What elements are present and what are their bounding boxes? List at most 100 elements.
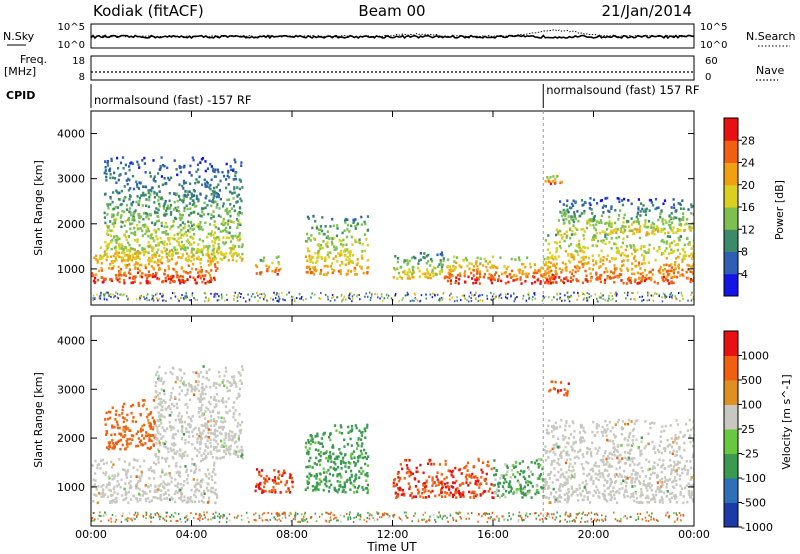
scatter-cell (200, 437, 203, 440)
scatter-cell (358, 470, 361, 473)
scatter-cell (212, 198, 215, 202)
scatter-cell (203, 246, 206, 249)
scatter-cell (674, 261, 677, 264)
scatter-cell (217, 248, 220, 251)
scatter-cell (453, 260, 456, 263)
scatter-cell (217, 399, 220, 403)
near-range-cell (522, 294, 525, 297)
scatter-cell (552, 257, 555, 261)
scatter-cell (259, 483, 262, 486)
near-range-cell (413, 299, 415, 302)
scatter-cell (235, 450, 238, 454)
scatter-cell (364, 222, 367, 226)
scatter-cell (649, 270, 652, 274)
scatter-cell (143, 399, 146, 402)
scatter-cell (181, 213, 185, 217)
scatter-cell (132, 217, 135, 220)
scatter-cell (135, 256, 138, 260)
scatter-cell (107, 242, 110, 246)
scatter-cell (198, 451, 201, 454)
scatter-cell (190, 243, 193, 246)
scatter-cell (456, 256, 459, 259)
scatter-cell (183, 226, 187, 229)
scatter-cell (152, 496, 155, 499)
scatter-cell (563, 221, 566, 224)
scatter-cell (529, 265, 532, 269)
scatter-cell (397, 471, 400, 474)
scatter-cell (610, 222, 613, 225)
scatter-cell (474, 278, 477, 282)
scatter-cell (531, 282, 534, 285)
scatter-cell (405, 259, 408, 263)
scatter-cell (159, 260, 162, 263)
scatter-cell (181, 420, 184, 424)
scatter-cell (173, 444, 176, 447)
scatter-cell (221, 258, 224, 261)
scatter-cell (650, 201, 653, 204)
scatter-cell (200, 258, 203, 261)
scatter-cell (127, 427, 130, 430)
near-range-cell (248, 299, 251, 302)
scatter-cell (648, 209, 651, 212)
scatter-cell (156, 370, 159, 374)
scatter-cell (567, 259, 571, 263)
scatter-cell (311, 466, 314, 469)
scatter-cell (547, 242, 550, 246)
scatter-cell (102, 254, 106, 257)
scatter-cell (124, 246, 127, 249)
scatter-cell (241, 243, 244, 246)
scatter-cell (314, 448, 317, 451)
scatter-cell (181, 499, 184, 503)
near-range-cell (600, 296, 602, 299)
scatter-cell (588, 267, 591, 270)
scatter-cell (451, 493, 454, 497)
scatter-cell (283, 471, 286, 474)
scatter-cell (691, 257, 694, 260)
scatter-cell (565, 212, 568, 216)
scatter-cell (478, 486, 481, 489)
scatter-cell (572, 224, 575, 227)
scatter-cell (207, 246, 210, 250)
scatter-cell (669, 223, 672, 227)
scatter-cell (356, 258, 359, 261)
scatter-cell (338, 431, 341, 434)
scatter-cell (565, 217, 568, 221)
scatter-cell (199, 227, 202, 231)
scatter-cell (365, 238, 368, 241)
scatter-cell (101, 458, 105, 462)
scatter-cell (108, 445, 112, 449)
near-range-cell (281, 291, 283, 294)
scatter-cell (157, 455, 160, 459)
scatter-cell (482, 275, 486, 279)
scatter-cell (203, 397, 206, 400)
scatter-cell (149, 423, 152, 426)
scatter-cell (172, 448, 175, 452)
scatter-cell (189, 212, 192, 215)
scatter-cell (497, 481, 500, 485)
scatter-cell (526, 256, 529, 259)
scatter-cell (174, 443, 177, 446)
scatter-cell (145, 281, 148, 284)
near-range-cell (259, 293, 261, 296)
scatter-cell (320, 243, 323, 247)
scatter-cell (118, 247, 121, 250)
scatter-cell (129, 227, 132, 231)
scatter-cell (165, 248, 169, 251)
scatter-cell (233, 209, 236, 213)
scatter-cell (170, 225, 173, 228)
scatter-cell (610, 207, 613, 210)
scatter-cell (102, 488, 105, 491)
freq-panel-frame (90, 55, 695, 81)
scatter-cell (151, 254, 154, 257)
scatter-cell (240, 445, 243, 449)
scatter-cell (423, 490, 426, 494)
scatter-cell (555, 249, 559, 252)
scatter-cell (181, 199, 184, 202)
scatter-cell (102, 277, 106, 281)
near-range-cell (626, 294, 629, 297)
scatter-cell (202, 429, 205, 433)
scatter-cell (688, 241, 691, 244)
scatter-cell (543, 257, 546, 261)
scatter-cell (215, 392, 218, 396)
scatter-cell (614, 228, 617, 231)
